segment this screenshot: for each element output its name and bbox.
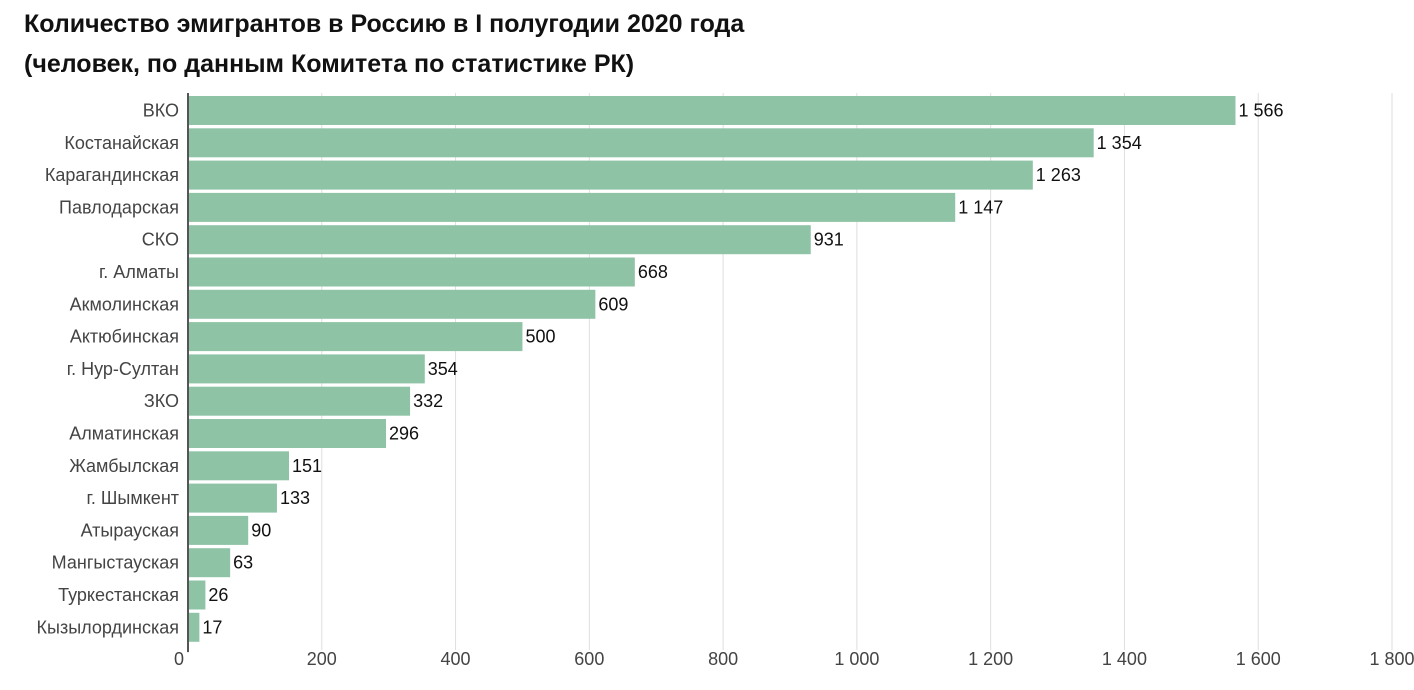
category-label: Карагандинская bbox=[45, 165, 179, 185]
data-label: 63 bbox=[233, 553, 253, 573]
x-tick-label: 0 bbox=[174, 649, 184, 669]
bar bbox=[189, 548, 231, 578]
data-label: 668 bbox=[638, 262, 668, 282]
data-label: 296 bbox=[389, 424, 419, 444]
bar bbox=[189, 289, 596, 319]
chart-title: Количество эмигрантов в Россию в I полуг… bbox=[24, 10, 745, 38]
category-label: г. Нур-Султан bbox=[67, 359, 179, 379]
data-label: 1 354 bbox=[1097, 133, 1142, 153]
bar bbox=[189, 483, 277, 513]
data-label: 26 bbox=[208, 585, 228, 605]
x-tick-label: 600 bbox=[574, 649, 604, 669]
data-label: 151 bbox=[292, 456, 322, 476]
x-tick-label: 1 600 bbox=[1236, 649, 1281, 669]
bar bbox=[189, 515, 249, 545]
labels: 0 200 400 600 800 1 000 1 200 1 400 1 600 1 800 ВК… bbox=[37, 101, 1414, 670]
bar bbox=[189, 96, 1236, 125]
x-tick-label: 200 bbox=[307, 649, 337, 669]
bar bbox=[189, 419, 386, 448]
bar bbox=[189, 354, 425, 384]
bars bbox=[189, 96, 1236, 642]
category-label: ЗКО bbox=[144, 391, 179, 411]
x-tick-label: 1 200 bbox=[968, 649, 1013, 669]
category-label: Акмолинская bbox=[70, 294, 179, 314]
category-label: ВКО bbox=[143, 101, 179, 121]
data-label: 1 566 bbox=[1238, 101, 1283, 121]
data-label: 17 bbox=[202, 617, 222, 637]
bar bbox=[189, 322, 523, 352]
data-label: 90 bbox=[251, 520, 271, 540]
category-label: Костанайская bbox=[64, 133, 179, 153]
x-tick-label: 400 bbox=[441, 649, 471, 669]
bar bbox=[189, 451, 290, 481]
x-tick-label: 1 000 bbox=[834, 649, 879, 669]
category-label: г. Алматы bbox=[99, 262, 179, 282]
data-label: 931 bbox=[814, 230, 844, 250]
category-label: Кызылординская bbox=[37, 617, 179, 637]
category-label: Мангыстауская bbox=[52, 553, 179, 573]
category-label: Алматинская bbox=[69, 424, 179, 444]
bar bbox=[189, 257, 635, 287]
bar bbox=[189, 612, 200, 642]
bar bbox=[189, 192, 956, 222]
data-label: 332 bbox=[413, 391, 443, 411]
bar bbox=[189, 225, 811, 255]
x-tick-label: 800 bbox=[708, 649, 738, 669]
bar bbox=[189, 386, 411, 416]
data-label: 1 263 bbox=[1036, 165, 1081, 185]
category-label: Жамбылская bbox=[69, 456, 179, 476]
bar bbox=[189, 128, 1094, 158]
x-tick-label: 1 800 bbox=[1369, 649, 1414, 669]
category-label: Туркестанская bbox=[58, 585, 179, 605]
data-label: 354 bbox=[428, 359, 458, 379]
category-label: г. Шымкент bbox=[87, 488, 179, 508]
chart-subtitle: (человек, по данным Комитета по статисти… bbox=[24, 50, 635, 78]
data-label: 609 bbox=[598, 294, 628, 314]
data-label: 133 bbox=[280, 488, 310, 508]
category-label: Актюбинская bbox=[70, 327, 179, 347]
x-tick-label: 1 400 bbox=[1102, 649, 1147, 669]
category-label: Павлодарская bbox=[59, 197, 179, 217]
bar bbox=[189, 160, 1033, 190]
bar bbox=[189, 580, 206, 610]
category-label: СКО bbox=[142, 230, 179, 250]
data-label: 1 147 bbox=[958, 197, 1003, 217]
data-label: 500 bbox=[525, 327, 555, 347]
category-label: Атырауская bbox=[81, 520, 179, 540]
